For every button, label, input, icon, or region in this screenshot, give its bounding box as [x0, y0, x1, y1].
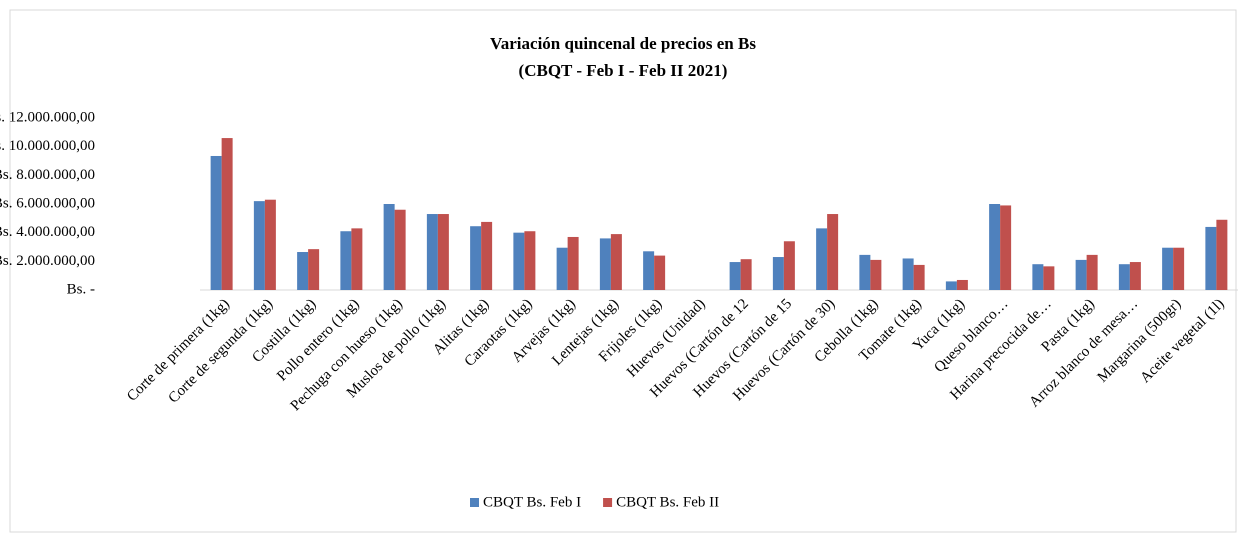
bar	[1173, 247, 1185, 290]
y-tick-label: Bs. 8.000.000,00	[0, 167, 95, 183]
bar	[1205, 226, 1217, 290]
bar	[1086, 254, 1098, 290]
bar	[654, 255, 666, 290]
y-tick-label: Bs. 2.000.000,00	[0, 253, 95, 269]
legend-swatch	[470, 498, 479, 507]
bar	[902, 258, 914, 290]
chart-title: Variación quincenal de precios en Bs	[490, 34, 756, 53]
bar	[297, 252, 309, 290]
bar	[308, 249, 320, 290]
bar	[513, 232, 525, 290]
x-tick-label: Huevos (Unidad)	[624, 296, 709, 381]
bar	[989, 204, 1001, 290]
bar	[956, 279, 968, 290]
bar	[556, 247, 568, 290]
bar	[481, 221, 493, 290]
legend-swatch	[603, 498, 613, 507]
bar	[1032, 264, 1044, 290]
bar	[870, 259, 882, 290]
x-tick-label: Queso blanco…	[931, 296, 1011, 376]
bar	[1162, 247, 1174, 290]
bar	[351, 228, 363, 290]
bar	[253, 201, 265, 290]
chart-subtitle: (CBQT - Feb I - Feb II 2021)	[519, 61, 728, 80]
bar	[945, 281, 957, 290]
bar	[1129, 262, 1141, 290]
bar	[340, 231, 352, 290]
y-tick-label: Bs. 4.000.000,00	[0, 224, 95, 240]
y-tick-label: Bs. 6.000.000,00	[0, 195, 95, 211]
bar	[783, 241, 795, 290]
bar	[221, 138, 233, 290]
bar	[827, 214, 839, 290]
bar	[567, 236, 579, 290]
bar	[426, 214, 438, 290]
bar	[1118, 264, 1130, 290]
bar	[816, 228, 828, 290]
y-tick-label: Bs. -	[67, 281, 95, 297]
bar	[1216, 219, 1228, 290]
legend-label: CBQT Bs. Feb I	[483, 494, 581, 510]
bar	[599, 238, 611, 290]
bar	[913, 264, 925, 290]
bar	[394, 209, 406, 290]
bar	[437, 214, 449, 290]
bar	[610, 234, 622, 290]
bar	[772, 257, 784, 290]
bar	[524, 231, 536, 290]
bar	[643, 251, 655, 290]
y-tick-label: Bs. 10.000.000,00	[0, 138, 95, 154]
bar	[1043, 266, 1055, 290]
bar	[383, 204, 395, 290]
x-tick-label: Aceite vegetal (1l)	[1137, 296, 1227, 386]
legend-label: CBQT Bs. Feb II	[616, 494, 719, 510]
bar	[264, 199, 276, 290]
chart-frame	[9, 9, 1237, 533]
bar	[1075, 259, 1087, 290]
y-tick-label: Bs. 12.000.000,00	[0, 109, 95, 125]
bar	[1000, 205, 1012, 290]
bar	[740, 259, 752, 290]
bar	[729, 262, 741, 290]
bar	[470, 226, 482, 290]
bar	[210, 155, 222, 290]
bar	[859, 254, 871, 290]
